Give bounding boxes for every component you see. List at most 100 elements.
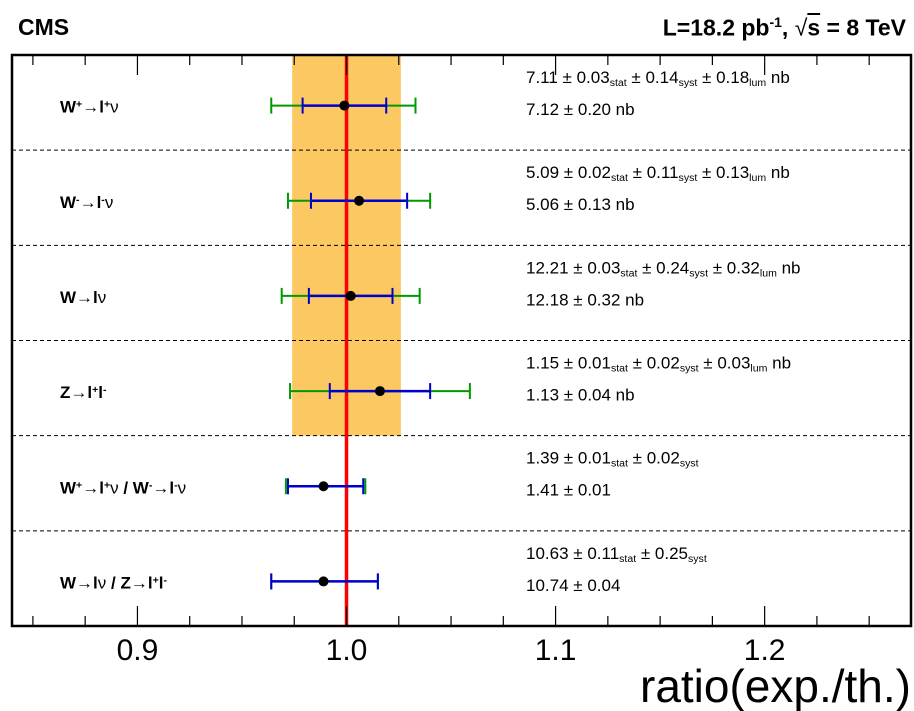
measured-value-part: lum — [749, 77, 766, 89]
frame-layer — [10, 53, 913, 628]
process-label-part: - — [103, 384, 107, 396]
process-label-part: + — [104, 480, 110, 492]
measured-value-part: ± 0.13 — [697, 163, 749, 182]
process-label-part: + — [153, 575, 159, 587]
measured-value-part: stat — [611, 363, 628, 375]
measured-value-part: syst — [679, 172, 698, 184]
process-label-part: - — [163, 575, 167, 587]
process-label-part: →l — [82, 478, 104, 497]
process-label-part: ν — [98, 573, 107, 592]
process-label-part: l — [159, 573, 164, 592]
process-label-part: - — [101, 194, 105, 206]
process-label-part: Z→l — [60, 383, 92, 402]
measured-value-part: nb — [777, 258, 801, 277]
x-tick-label: 1.0 — [326, 634, 368, 667]
measured-value-part: stat — [620, 268, 637, 280]
measured-value-part: 1.39 ± 0.01 — [526, 449, 611, 468]
measured-value: 1.39 ± 0.01stat ± 0.02syst — [526, 449, 699, 470]
ratio-point — [374, 386, 385, 397]
measured-value-part: syst — [689, 268, 708, 280]
energy-separator: , — [781, 14, 795, 41]
process-label-part: ν — [98, 288, 107, 307]
ratio-point — [354, 195, 365, 206]
measurement-row: W+→l+ν / W-→l-ν 1.39 ± 0.01stat ± 0.02sys… — [12, 435, 911, 500]
process-label-part: W→l — [60, 288, 98, 307]
process-label-part: + — [76, 480, 82, 492]
process-label-part: ν — [178, 478, 187, 497]
measurement-row: W→lν 12.21 ± 0.03stat ± 0.24syst ± 0.32lu… — [12, 244, 911, 309]
lumi-prefix: L=18.2 pb — [662, 14, 770, 41]
process-label-part: l — [98, 383, 103, 402]
process-label: W→lν / Z→l+l- — [60, 573, 167, 592]
measured-value-part: ± 0.11 — [628, 163, 679, 182]
measured-value-part: stat — [610, 77, 627, 89]
process-label-part: ν — [110, 478, 119, 497]
plot-frame — [10, 53, 913, 628]
measured-value-part: ± 0.14 — [627, 68, 679, 87]
measured-value-part: syst — [679, 77, 698, 89]
process-label-part: + — [92, 384, 98, 396]
process-label-part: W — [60, 98, 77, 117]
process-label: W+→l+ν — [60, 98, 119, 117]
measured-value-part: ± 0.32 — [708, 258, 760, 277]
x-tick-label: 1.1 — [535, 634, 577, 667]
x-tick-label: 1.2 — [744, 634, 786, 667]
lumi-exponent: -1 — [769, 14, 782, 30]
process-label-part: + — [76, 99, 82, 111]
measured-value-part: 5.09 ± 0.02 — [526, 163, 611, 182]
measured-value-part: nb — [766, 163, 790, 182]
rows-layer: W+→l+ν7.11 ± 0.03stat ± 0.14syst ± 0.18l… — [12, 68, 911, 595]
measured-value-part: 7.11 ± 0.03 — [526, 68, 610, 87]
process-label-part: W→l — [60, 573, 98, 592]
measured-value-part: lum — [760, 268, 777, 280]
energy-value: = 8 TeV — [820, 14, 907, 41]
process-label-part: - — [76, 194, 80, 206]
measured-value: 10.63 ± 0.11stat ± 0.25syst — [526, 544, 707, 565]
ratio-point — [339, 100, 350, 111]
ratio-point — [318, 481, 329, 492]
process-label-part: →l — [152, 478, 174, 497]
theory-value: 5.06 ± 0.13 nb — [526, 195, 635, 214]
ratio-point — [318, 576, 329, 587]
measured-value-part: nb — [766, 68, 790, 87]
measured-value: 1.15 ± 0.01stat ± 0.02syst ± 0.03lum nb — [526, 354, 791, 375]
measured-value: 5.09 ± 0.02stat ± 0.11syst ± 0.13lum nb — [526, 163, 790, 184]
process-label: W+→l+ν / W-→l-ν — [60, 478, 186, 497]
theory-value: 12.18 ± 0.32 nb — [526, 290, 644, 309]
process-label-part: - — [149, 480, 153, 492]
theory-value: 1.13 ± 0.04 nb — [526, 386, 635, 405]
measured-value-part: 12.21 ± 0.03 — [526, 258, 620, 277]
measured-value-part: lum — [750, 363, 767, 375]
theory-value: 1.41 ± 0.01 — [526, 481, 611, 500]
measurement-row: W-→l-ν5.09 ± 0.02stat ± 0.11syst ± 0.13l… — [12, 149, 911, 214]
ratio-point — [345, 290, 356, 301]
process-label: Z→l+l- — [60, 383, 107, 402]
theory-value: 10.74 ± 0.04 — [526, 576, 620, 595]
measured-value-part: stat — [611, 458, 628, 470]
measured-value-part: syst — [688, 553, 707, 565]
measured-value-part: ± 0.02 — [628, 449, 680, 468]
measured-value-part: stat — [619, 553, 636, 565]
process-label-part: W — [60, 193, 77, 212]
process-label-part: ν — [110, 98, 119, 117]
process-label-part: →l — [80, 193, 102, 212]
measured-value-part: syst — [680, 363, 699, 375]
process-label-part: - — [174, 480, 178, 492]
process-label-part: ν — [105, 193, 114, 212]
measurement-row: Z→l+l- 1.15 ± 0.01stat ± 0.02syst ± 0.03l… — [12, 340, 911, 405]
measured-value-part: stat — [611, 172, 628, 184]
energy-variable: s — [807, 14, 821, 41]
measured-value-part: 10.63 ± 0.11 — [526, 544, 619, 563]
process-label-part: / W — [119, 478, 150, 497]
process-label-part: / Z→l — [106, 573, 152, 592]
measured-value-part: ± 0.25 — [636, 544, 688, 563]
experiment-label: CMS — [18, 14, 70, 40]
measured-value-part: 1.15 ± 0.01 — [526, 354, 611, 373]
measured-value-part: ± 0.24 — [637, 258, 689, 277]
process-label: W-→l-ν — [60, 193, 113, 212]
process-label-part: + — [104, 99, 110, 111]
measured-value-part: ± 0.03 — [699, 354, 751, 373]
measured-value-part: lum — [749, 172, 766, 184]
